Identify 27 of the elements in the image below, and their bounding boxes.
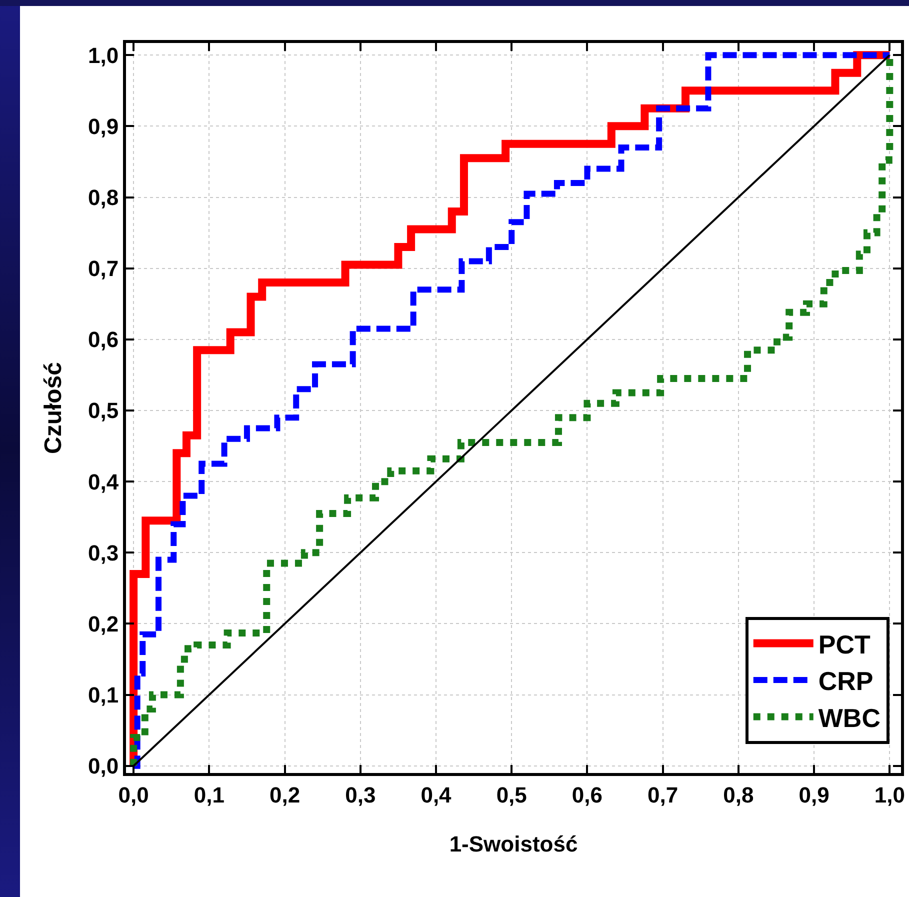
y-tick-label: 0,7: [88, 256, 119, 282]
x-tick-label: 0,8: [723, 782, 754, 808]
y-tick-label: 1,0: [88, 42, 119, 68]
y-axis-title: Czułość: [40, 362, 68, 454]
y-tick-label: 0,5: [88, 398, 119, 424]
x-tick-label: 1,0: [874, 782, 905, 808]
legend-label: PCT: [818, 629, 870, 660]
x-tick-label: 0,1: [194, 782, 224, 808]
x-tick-label: 0,3: [345, 782, 376, 808]
x-tick-label: 0,9: [798, 782, 830, 808]
x-tick-label: 0,2: [269, 782, 300, 808]
y-tick-label: 0,0: [88, 754, 119, 779]
legend-label: CRP: [818, 666, 874, 696]
y-tick-label: 0,2: [88, 611, 119, 636]
y-tick-label: 0,3: [88, 540, 119, 566]
legend-label: WBC: [818, 702, 881, 733]
y-tick-label: 0,4: [88, 469, 120, 494]
x-axis-title: 1-Swoistość: [449, 831, 578, 856]
x-tick-label: 0,0: [118, 782, 149, 808]
x-tick-label: 0,6: [572, 782, 603, 808]
x-tick-label: 0,7: [648, 782, 678, 808]
y-tick-label: 0,1: [88, 682, 119, 708]
y-tick-label: 0,9: [88, 114, 119, 139]
x-tick-label: 0,5: [496, 782, 527, 808]
x-tick-label: 0,4: [420, 782, 452, 808]
y-tick-label: 0,8: [88, 184, 119, 210]
y-tick-label: 0,6: [88, 327, 119, 352]
